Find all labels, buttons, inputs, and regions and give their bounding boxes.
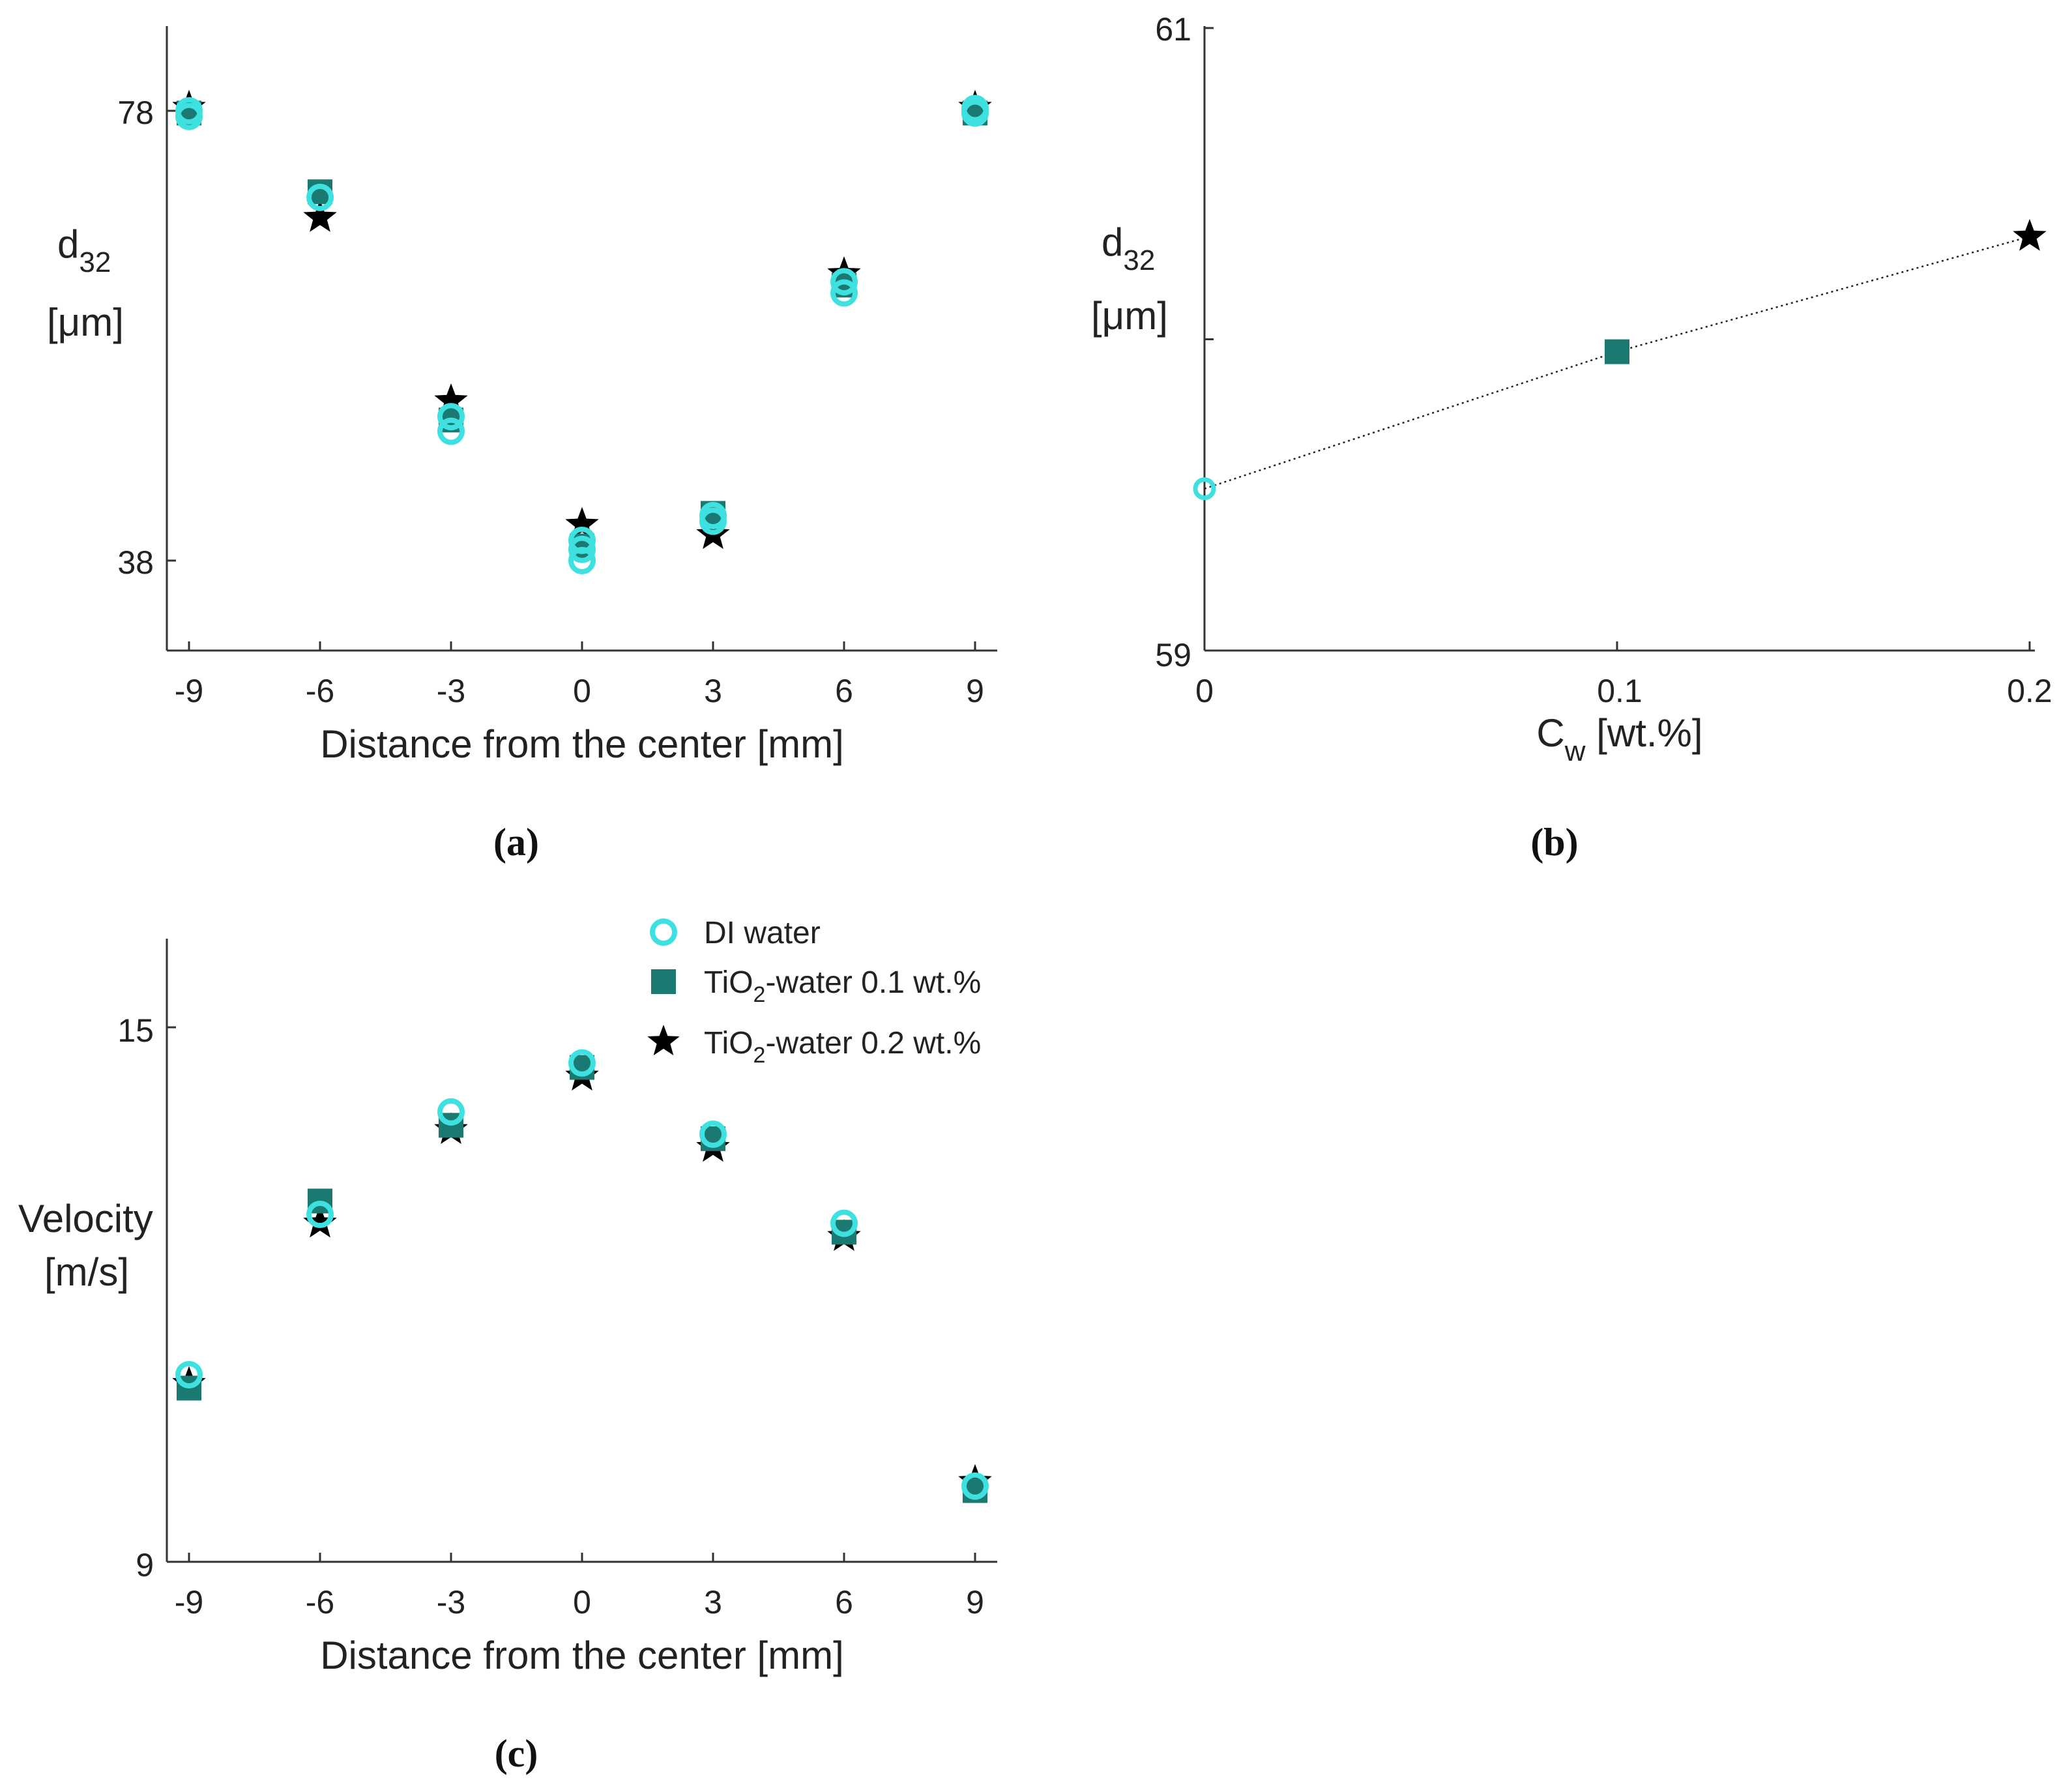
panel-a-ylabel-sub: 32 <box>79 246 111 278</box>
data-point-di_water <box>830 1209 858 1237</box>
panel-a-xlabel: Distance from the center [mm] <box>320 722 844 766</box>
legend-star-marker <box>647 1025 680 1055</box>
panel-a-ylabel-main: d <box>57 222 79 266</box>
panel-c-caption: (c) <box>495 1732 538 1775</box>
data-point-di_water <box>699 1121 727 1148</box>
panel-b: 61 59 0 0.1 0.2 Cw [wt.%] d32 [μm] (b) <box>1091 11 2052 864</box>
data-point-tio2_02 <box>565 506 599 539</box>
panel-c-xtick-label: 3 <box>704 1584 722 1620</box>
panel-b-xlabel-post: [wt.%] <box>1586 711 1703 755</box>
data-point-tio2_02 <box>434 383 468 415</box>
panel-a-caption: (a) <box>493 821 539 864</box>
panel-a-xtick-label: 0 <box>573 673 591 709</box>
panel-c-ticks <box>167 1026 976 1563</box>
panel-c-ytick-1: 15 <box>117 1012 154 1049</box>
data-point-di_water <box>699 502 727 529</box>
panel-a-ylabel: d32 [μm] <box>47 222 124 344</box>
data-point-di_water <box>830 279 858 307</box>
panel-b-ylabel-main: d <box>1102 220 1123 264</box>
panel-b-ylabel-unit: [μm] <box>1091 294 1168 338</box>
panel-a-ylabel-unit: [μm] <box>47 300 124 344</box>
data-point-tio2_01 <box>1605 339 1629 364</box>
data-point-di_water <box>961 1472 989 1500</box>
panel-b-data-marks <box>1193 218 2047 501</box>
data-point-di_water <box>830 268 858 296</box>
svg-text:d32: d32 <box>1102 220 1155 276</box>
panel-b-caption: (b) <box>1530 821 1578 864</box>
legend-square-marker <box>651 969 676 994</box>
panel-b-ylabel-sub: 32 <box>1123 244 1155 276</box>
panel-c-ylabel-line2: [m/s] <box>44 1250 129 1294</box>
data-point-di_water <box>437 403 465 431</box>
panel-c-data-marks <box>172 1049 992 1503</box>
panel-a-ticks <box>167 110 976 651</box>
panel-c-xtick-label: -9 <box>175 1584 203 1620</box>
panel-a-xtick-label: -6 <box>306 673 334 709</box>
panel-c-xtick-label: 9 <box>966 1584 984 1620</box>
data-point-di_water <box>568 535 596 563</box>
legend-star-shape <box>647 1025 680 1055</box>
panel-b-xlabel-sub: w <box>1564 735 1586 767</box>
panel-a-ytick-2: 38 <box>117 544 154 581</box>
panel-c-xtick-label: -3 <box>437 1584 465 1620</box>
panel-c-xlabel: Distance from the center [mm] <box>320 1634 844 1677</box>
data-point-di_water <box>437 1098 465 1126</box>
data-point-di_water <box>306 183 334 211</box>
panel-b-xtick-label: 0 <box>1195 673 1214 709</box>
panel-b-xtick-label: 0.1 <box>1597 673 1642 709</box>
panel-c-ytick-2: 9 <box>136 1547 154 1583</box>
panel-c-xtick-label: -6 <box>306 1584 334 1620</box>
panel-a-xtick-label: 3 <box>704 673 722 709</box>
data-point-di_water <box>306 1201 334 1228</box>
panel-b-xlabel-main: C <box>1536 711 1564 755</box>
panel-c-xtick-label: 0 <box>573 1584 591 1620</box>
data-point-di_water <box>175 1361 203 1388</box>
data-point-di_water <box>568 1049 596 1077</box>
svg-text:d32: d32 <box>57 222 111 278</box>
panel-b-ytick-1: 61 <box>1155 11 1191 48</box>
data-point-tio2_02 <box>303 199 337 232</box>
panel-c-xtick-label: 6 <box>835 1584 853 1620</box>
panel-a: 78 38 -9 -6 -3 0 3 6 9 Distance from the… <box>47 26 997 864</box>
data-point-di_water <box>175 97 203 125</box>
panel-c: 15 9 -9 -6 -3 0 3 6 9 Distance from the … <box>18 939 997 1775</box>
legend-label-di-water: DI water <box>704 916 821 950</box>
panel-b-ytick-2: 59 <box>1155 637 1191 673</box>
legend-label-tio2-01: TiO2-water 0.1 wt.% <box>704 965 981 1007</box>
data-point-di_water <box>961 99 989 127</box>
data-point-tio2_02 <box>2013 218 2047 251</box>
panel-b-xlabel: Cw [wt.%] <box>1536 711 1702 767</box>
panel-a-ytick-1: 78 <box>117 95 154 131</box>
panel-a-xtick-label: -9 <box>175 673 203 709</box>
panel-b-ticks <box>1203 27 2031 652</box>
legend: DI water TiO2-water 0.1 wt.% TiO2-water … <box>647 916 981 1068</box>
panel-a-xtick-label: -3 <box>437 673 465 709</box>
legend-circle-marker <box>650 918 677 946</box>
data-point-di_water <box>568 526 596 554</box>
legend-label-tio2-02: TiO2-water 0.2 wt.% <box>704 1026 981 1068</box>
panel-a-data-marks <box>172 89 992 574</box>
panel-b-xtick-label: 0.2 <box>2007 673 2052 709</box>
panel-b-ylabel: d32 [μm] <box>1091 220 1168 338</box>
data-point-di_water <box>437 417 465 445</box>
data-point-di_water <box>1193 477 1216 501</box>
panel-a-xticklabels: -9 -6 -3 0 3 6 9 <box>175 673 984 709</box>
panel-c-ylabel-line1: Velocity <box>18 1197 153 1240</box>
panel-c-xticklabels: -9 -6 -3 0 3 6 9 <box>175 1584 984 1620</box>
panel-a-xtick-label: 6 <box>835 673 853 709</box>
data-point-tio2_02 <box>303 1205 337 1238</box>
panel-a-xtick-label: 9 <box>966 673 984 709</box>
